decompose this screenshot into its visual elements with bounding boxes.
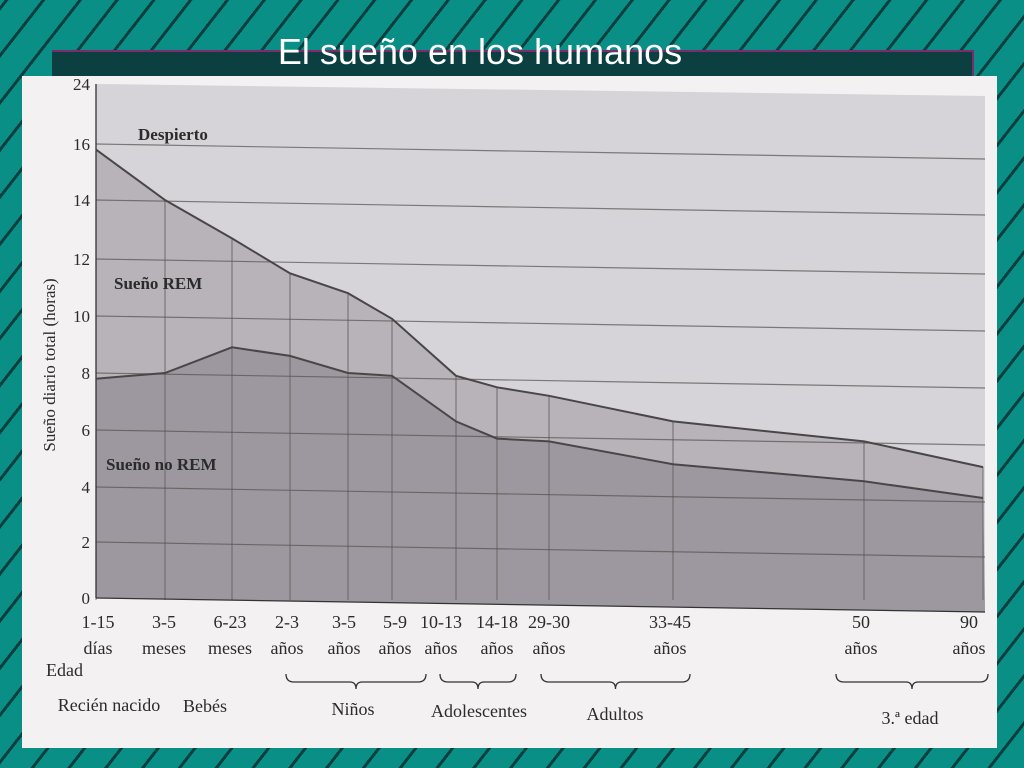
x-tick-label: 3-5 <box>332 612 356 632</box>
x-tick-label: años <box>328 638 361 658</box>
region-label: Sueño REM <box>114 274 202 293</box>
slide-title: El sueño en los humanos <box>277 31 683 72</box>
x-axis-line <box>95 597 986 613</box>
y-tick-label: 14 <box>73 191 91 210</box>
x-tick-label: meses <box>208 638 252 658</box>
x-tick-label: años <box>379 638 412 658</box>
y-tick-label: 24 <box>73 75 91 94</box>
group-brace <box>439 673 517 690</box>
x-axis-name: Edad <box>46 660 83 680</box>
y-tick-label: 6 <box>82 421 91 440</box>
region-label: Sueño no REM <box>106 455 217 474</box>
x-tick-label: años <box>481 638 514 658</box>
y-tick-label: 10 <box>73 307 90 326</box>
group-label: Adultos <box>586 704 643 724</box>
gridline-y <box>95 372 986 389</box>
y-tick-label: 8 <box>82 364 91 383</box>
x-tick-label: 50 <box>852 612 870 632</box>
gridline-y <box>95 199 986 216</box>
region-label: Despierto <box>138 125 208 144</box>
group-label: Niños <box>331 699 374 719</box>
group-label: Recién nacido <box>58 695 160 715</box>
x-tick-label: 3-5 <box>152 612 176 632</box>
x-tick-label: años <box>271 638 304 658</box>
gridline-y <box>95 315 986 332</box>
x-tick-label: 2-3 <box>275 612 299 632</box>
y-tick-label: 12 <box>73 250 90 269</box>
x-tick-label: 14-18 <box>476 612 518 632</box>
line-sueno-no-rem <box>95 346 984 499</box>
x-tick-label: años <box>845 638 878 658</box>
gridline-y <box>95 429 986 446</box>
group-label: 3.ª edad <box>882 708 939 728</box>
x-tick-label: 29-30 <box>528 612 570 632</box>
title-bar <box>52 50 974 78</box>
x-tick-label: días <box>84 638 113 658</box>
x-tick-label: 6-23 <box>214 612 247 632</box>
gridline-y <box>95 258 986 275</box>
group-brace <box>285 673 427 690</box>
group-brace <box>540 673 691 690</box>
gridline-y <box>95 486 986 503</box>
group-label: Adolescentes <box>431 701 527 721</box>
y-tick-label: 16 <box>73 135 90 154</box>
x-tick-label: años <box>953 638 986 658</box>
group-label: Bebés <box>183 696 227 716</box>
y-tick-label: 2 <box>82 533 91 552</box>
x-tick-label: 5-9 <box>383 612 407 632</box>
x-tick-label: años <box>654 638 687 658</box>
y-tick-label: 0 <box>82 589 91 608</box>
x-tick-label: años <box>425 638 458 658</box>
x-tick-label: 90 <box>960 612 978 632</box>
x-tick-label: 1-15 <box>82 612 115 632</box>
group-brace <box>835 673 989 690</box>
gridline-y <box>95 541 986 558</box>
x-tick-label: 10-13 <box>420 612 462 632</box>
line-sueno-rem <box>95 148 984 469</box>
y-tick-label: 4 <box>82 478 91 497</box>
x-tick-label: 33-45 <box>649 612 691 632</box>
gridline-y <box>95 143 986 160</box>
y-axis-label: Sueño diario total (horas) <box>40 278 59 451</box>
x-tick-label: meses <box>142 638 186 658</box>
x-tick-label: años <box>533 638 566 658</box>
